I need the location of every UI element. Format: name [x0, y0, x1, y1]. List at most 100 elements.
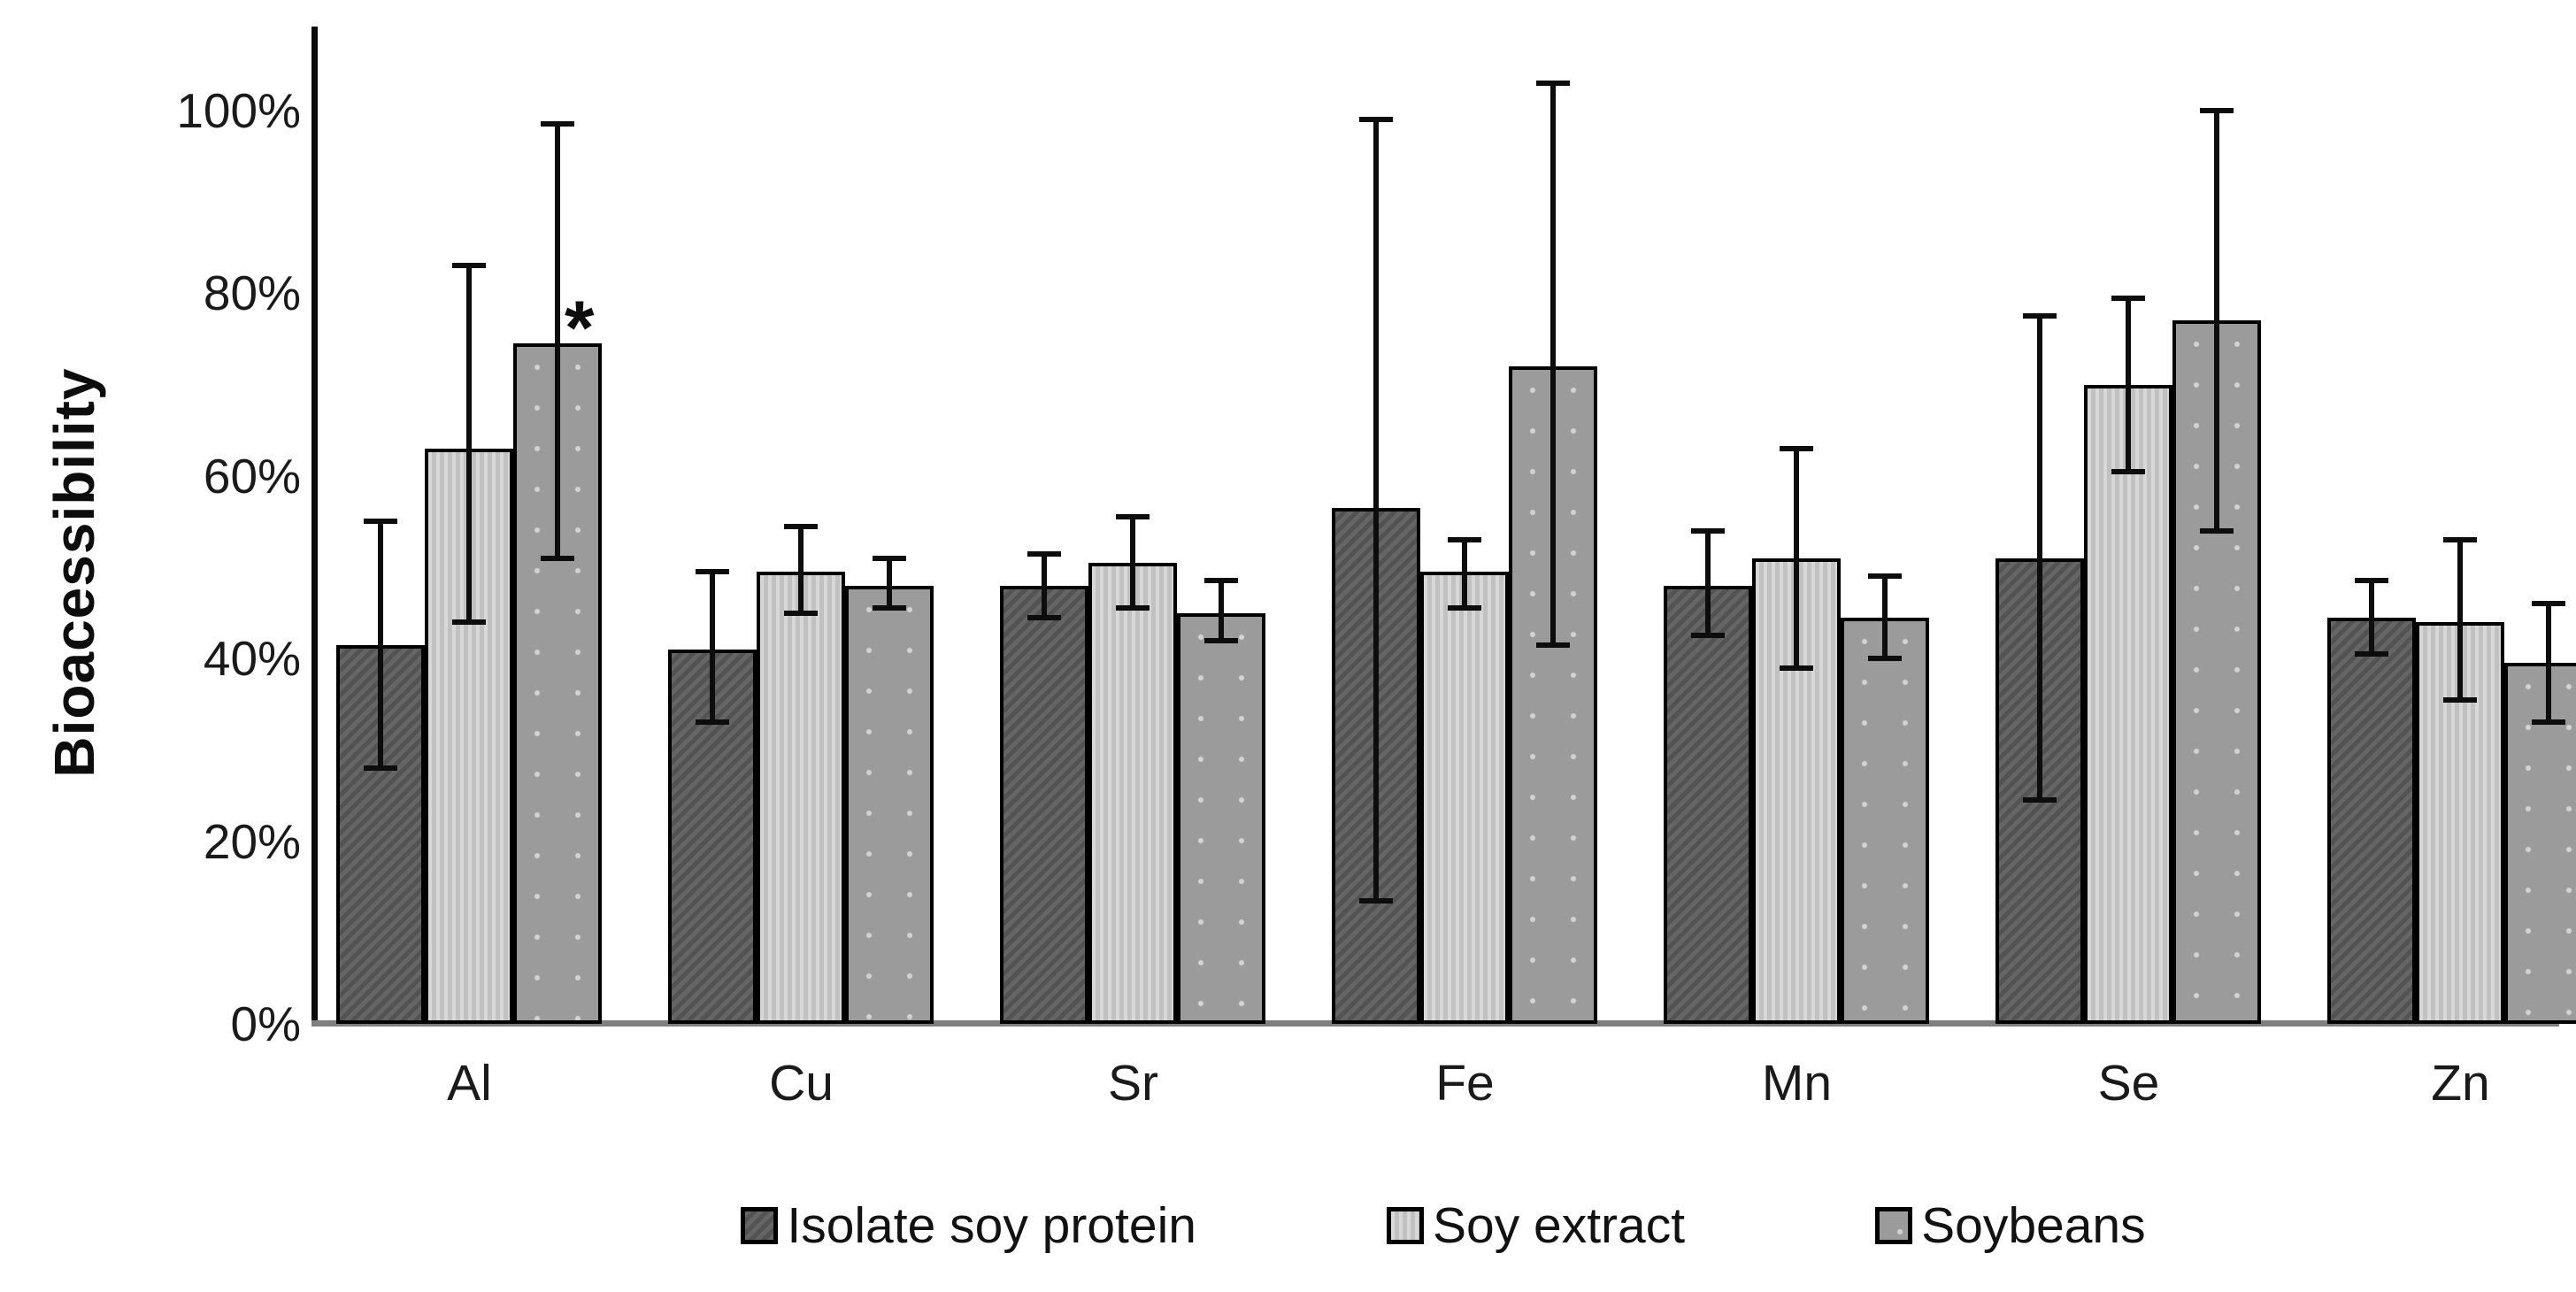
legend-label: Soy extract	[1432, 1197, 1686, 1254]
error-bar-cap-bottom	[2023, 797, 2057, 804]
error-bar-line	[1130, 517, 1135, 609]
legend-label: Isolate soy protein	[787, 1197, 1196, 1254]
error-bar-line	[2037, 316, 2042, 801]
error-bar-cap-top	[1027, 550, 1061, 557]
error-bar-cap-top	[2111, 295, 2145, 301]
error-bar-cap-top	[873, 555, 906, 561]
bar-mn-series1	[1752, 558, 1841, 1024]
x-category-label-sr: Sr	[1108, 1055, 1158, 1111]
error-bar-line	[2126, 297, 2131, 472]
legend-swatch-icon	[1875, 1207, 1913, 1244]
error-bar-line	[887, 558, 892, 609]
y-tick-label: 60%	[203, 448, 301, 504]
legend-item: Soy extract	[1386, 1196, 1686, 1255]
legend-swatch-icon	[1386, 1207, 1424, 1244]
error-bar-cap-top	[1204, 578, 1238, 584]
error-bar-cap-top	[2355, 578, 2388, 584]
significance-asterisk: *	[565, 286, 595, 372]
error-bar-line	[710, 572, 715, 723]
bar-al-series1	[425, 448, 513, 1024]
error-bar-cap-bottom	[1536, 642, 1570, 648]
error-bar-line	[1373, 119, 1379, 901]
error-bar-cap-bottom	[1780, 665, 1813, 671]
error-bar-cap-top	[1116, 514, 1150, 520]
error-bar-line	[2546, 604, 2551, 723]
error-bar-cap-top	[1359, 117, 1393, 123]
bar-fe-series1	[1420, 572, 1509, 1024]
bar-se-series1	[2084, 384, 2172, 1024]
error-bar-line	[555, 124, 560, 558]
error-bar-cap-bottom	[2111, 468, 2145, 474]
error-bar-cap-bottom	[2355, 651, 2388, 658]
error-bar-cap-top	[2532, 601, 2565, 607]
legend-label: Soybeans	[1921, 1197, 2146, 1254]
error-bar-line	[1882, 576, 1888, 659]
legend: Isolate soy protein Soy extract Soybeans	[317, 1196, 2570, 1255]
bar-mn-series0	[1664, 585, 1752, 1024]
y-tick-label: 40%	[203, 631, 301, 687]
error-bar-cap-top	[541, 121, 574, 127]
error-bar-line	[2457, 540, 2463, 700]
y-tick-label: 80%	[203, 265, 301, 321]
error-bar-cap-top	[1536, 81, 1570, 87]
error-bar-line	[1219, 581, 1224, 641]
error-bar-line	[1794, 448, 1799, 668]
bar-mn-series2	[1841, 617, 1929, 1024]
y-tick-label: 100%	[176, 83, 301, 138]
error-bar-cap-bottom	[784, 610, 818, 616]
error-bar-cap-bottom	[364, 765, 397, 772]
error-bar-cap-top	[784, 523, 818, 529]
error-bar-cap-bottom	[696, 719, 729, 726]
x-category-label-se: Se	[2097, 1055, 2160, 1111]
bar-sr-series2	[1177, 612, 1265, 1024]
bar-zn-series2	[2504, 663, 2576, 1024]
y-tick-label: 20%	[203, 813, 301, 869]
x-category-label-zn: Zn	[2431, 1055, 2490, 1111]
error-bar-line	[798, 526, 804, 613]
error-bar-cap-top	[452, 263, 486, 269]
error-bar-cap-top	[1868, 573, 1902, 580]
error-bar-line	[2369, 581, 2374, 655]
error-bar-cap-bottom	[1448, 605, 1481, 611]
error-bar-cap-top	[1691, 527, 1725, 534]
error-bar-cap-bottom	[541, 555, 574, 561]
bar-fe-series2	[1509, 365, 1597, 1024]
legend-swatch-icon	[741, 1207, 779, 1244]
error-bar-line	[1705, 530, 1711, 636]
bar-se-series2	[2172, 320, 2261, 1024]
y-axis-title: Bioacessibility	[42, 367, 106, 778]
error-bar-cap-bottom	[1204, 637, 1238, 643]
bar-cu-series2	[845, 585, 934, 1024]
error-bar-cap-bottom	[873, 605, 906, 611]
legend-item: Soybeans	[1875, 1196, 2146, 1255]
error-bar-cap-bottom	[2200, 527, 2234, 534]
bar-cu-series1	[757, 572, 845, 1024]
error-bar-cap-bottom	[2443, 696, 2477, 703]
x-category-label-al: Al	[447, 1055, 492, 1111]
error-bar-line	[2214, 111, 2219, 531]
bar-sr-series1	[1088, 562, 1177, 1024]
error-bar-cap-top	[2200, 108, 2234, 113]
error-bar-cap-bottom	[1116, 605, 1150, 611]
error-bar-cap-bottom	[452, 619, 486, 625]
error-bar-line	[1550, 83, 1556, 645]
error-bar-cap-bottom	[1691, 633, 1725, 639]
error-bar-cap-top	[2023, 313, 2057, 319]
error-bar-cap-bottom	[1359, 897, 1393, 904]
x-category-label-mn: Mn	[1761, 1055, 1833, 1111]
x-category-label-fe: Fe	[1435, 1055, 1495, 1111]
bar-sr-series0	[1000, 585, 1088, 1024]
error-bar-cap-bottom	[1027, 614, 1061, 620]
error-bar-cap-top	[2443, 537, 2477, 543]
error-bar-cap-top	[696, 569, 729, 575]
error-bar-cap-top	[1448, 537, 1481, 543]
error-bar-cap-top	[1780, 445, 1813, 451]
legend-item: Isolate soy protein	[741, 1196, 1196, 1255]
error-bar-cap-bottom	[1868, 656, 1902, 662]
error-bar-cap-top	[364, 519, 397, 525]
error-bar-line	[1042, 553, 1047, 618]
error-bar-line	[1462, 540, 1467, 609]
y-axis-line	[311, 27, 318, 1027]
x-category-label-cu: Cu	[769, 1055, 834, 1111]
